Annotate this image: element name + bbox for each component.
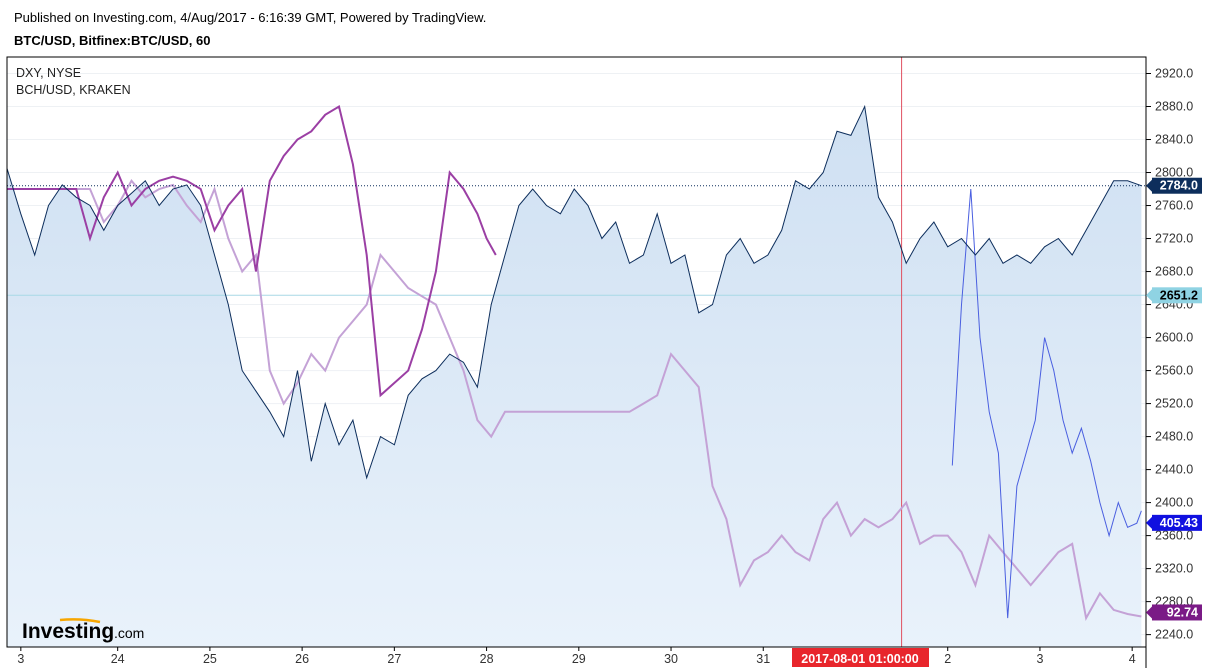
bch-series-line-light bbox=[7, 179, 1142, 621]
btc-area-fill bbox=[7, 106, 1142, 647]
y-tick-label: 2360.0 bbox=[1155, 529, 1193, 543]
investing-logo: Investing .com bbox=[22, 618, 144, 643]
logo-suffix: .com bbox=[114, 625, 144, 641]
symbol-title: BTC/USD, Bitfinex:BTC/USD, 60 bbox=[14, 33, 211, 48]
badge-btc-last: 2784.0 bbox=[1146, 177, 1202, 194]
y-tick-label: 2760.0 bbox=[1155, 199, 1193, 213]
logo-swoosh-icon bbox=[59, 618, 101, 624]
price-badges: 2784.0 2651.2 405.43 92.74 bbox=[1146, 177, 1202, 621]
y-tick-label: 2840.0 bbox=[1155, 133, 1193, 147]
y-tick-label: 2880.0 bbox=[1155, 100, 1193, 114]
y-tick-label: 2600.0 bbox=[1155, 331, 1193, 345]
logo-brand: Investing bbox=[22, 620, 114, 643]
y-tick-label: 2800.0 bbox=[1155, 166, 1193, 180]
x-tick-label: 2 bbox=[944, 652, 951, 666]
y-tick-label: 2720.0 bbox=[1155, 232, 1193, 246]
legend-bch: BCH/USD, KRAKEN bbox=[16, 83, 131, 97]
x-tick-label: 4 bbox=[1129, 652, 1136, 666]
y-tick-label: 2480.0 bbox=[1155, 430, 1193, 444]
x-tick-label: 25 bbox=[203, 652, 217, 666]
svg-text:92.74: 92.74 bbox=[1167, 605, 1198, 619]
bch-series-line bbox=[7, 104, 497, 398]
svg-text:2784.0: 2784.0 bbox=[1160, 179, 1198, 193]
y-tick-label: 2240.0 bbox=[1155, 628, 1193, 642]
svg-text:405.43: 405.43 bbox=[1160, 516, 1198, 530]
y-tick-label: 2680.0 bbox=[1155, 265, 1193, 279]
y-tick-label: 2320.0 bbox=[1155, 562, 1193, 576]
badge-dxy-last: 405.43 bbox=[1146, 514, 1202, 531]
x-tick-label: 3 bbox=[17, 652, 24, 666]
y-tick-label: 2520.0 bbox=[1155, 397, 1193, 411]
x-tick-label: 24 bbox=[111, 652, 125, 666]
svg-text:2651.2: 2651.2 bbox=[1160, 288, 1198, 302]
x-tick-label: 31 bbox=[756, 652, 770, 666]
x-tick-label: 3 bbox=[1036, 652, 1043, 666]
btc-series-line bbox=[6, 104, 1142, 480]
badge-crosshair-price: 2651.2 bbox=[1146, 287, 1202, 304]
x-tick-label: 29 bbox=[572, 652, 586, 666]
y-tick-label: 2400.0 bbox=[1155, 496, 1193, 510]
published-note: Published on Investing.com, 4/Aug/2017 -… bbox=[14, 10, 487, 25]
x-tick-label: 26 bbox=[295, 652, 309, 666]
badge-bch-last: 92.74 bbox=[1146, 604, 1202, 621]
y-tick-label: 2560.0 bbox=[1155, 364, 1193, 378]
y-tick-label: 2440.0 bbox=[1155, 463, 1193, 477]
y-axis-ticks: 2920.0 2880.0 2840.0 2800.0 2760.0 2720.0 2680… bbox=[1146, 67, 1193, 642]
dxy-series-line bbox=[951, 188, 1142, 619]
x-axis-ticks: 3 24 25 26 27 28 29 30 31 2 3 4 bbox=[17, 647, 1136, 666]
crosshair-time-label: 2017-08-01 01:00:00 bbox=[792, 648, 929, 667]
y-tick-label: 2920.0 bbox=[1155, 67, 1193, 81]
x-tick-label: 30 bbox=[664, 652, 678, 666]
legend-dxy: DXY, NYSE bbox=[16, 66, 81, 80]
crosshair-time-text: 2017-08-01 01:00:00 bbox=[801, 652, 918, 666]
x-tick-label: 28 bbox=[480, 652, 494, 666]
x-tick-label: 27 bbox=[387, 652, 401, 666]
